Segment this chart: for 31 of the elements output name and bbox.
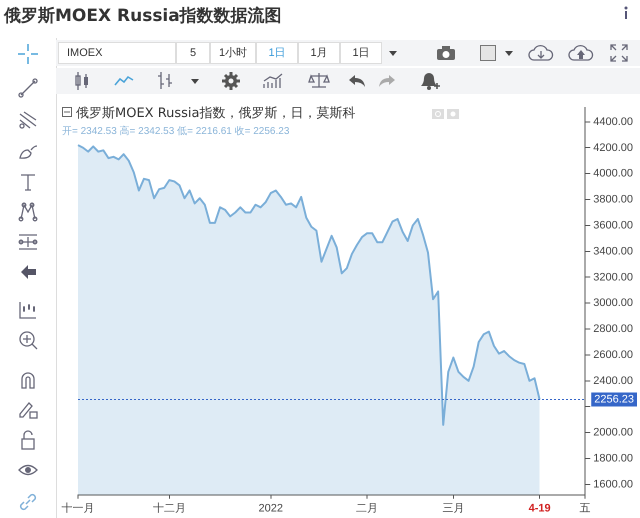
y-tick-label: 2600.00 (593, 348, 634, 361)
x-tick-label: 4-19 (528, 502, 551, 514)
x-tick-label: 三月 (442, 502, 464, 514)
x-tick-label: 二月 (356, 502, 378, 514)
text: 1日 (256, 42, 298, 64)
y-tick-label: 4200.00 (593, 142, 634, 154)
text: 5 (176, 42, 210, 64)
annotation: 开= 2342.53 高= 2342.53 低= 2216.61 收= 2256.23 (62, 124, 290, 138)
text: 1小时 (210, 42, 256, 64)
y-tick-label: 2400.00 (593, 374, 634, 387)
y-tick-label: 3800.00 (593, 194, 634, 206)
y-tick-label: 3200.00 (593, 271, 634, 284)
x-tick-label: 五 (580, 502, 591, 514)
text: IMOEX (58, 42, 176, 64)
chart-subtitle: 俄罗斯MOEX Russia指数，俄罗斯，日，莫斯科 (75, 105, 356, 122)
x-tick-label: 十二月 (152, 501, 186, 514)
text: 1月 (298, 42, 340, 64)
x-tick-label: 十一月 (62, 501, 94, 514)
y-tick-label: 4400.00 (593, 116, 634, 128)
y-tick-label: 1600.00 (593, 478, 634, 490)
y-tick-label: 2000.00 (593, 426, 634, 439)
y-tick-label: 4000.00 (593, 168, 634, 180)
y-tick-label: 3400.00 (593, 245, 634, 258)
y-tick-label: 1800.00 (593, 452, 634, 465)
y-tick-label: 3000.00 (593, 297, 634, 310)
y-tick-label: 2800.00 (593, 323, 634, 336)
y-tick-label: 3600.00 (593, 219, 634, 232)
chart-title: 俄罗斯MOEX Russia指数数据流图 (4, 5, 282, 27)
text: 1日 (340, 42, 382, 64)
x-tick-label: 2022 (258, 502, 283, 514)
ref-line-label: 2256.23 (594, 393, 634, 406)
